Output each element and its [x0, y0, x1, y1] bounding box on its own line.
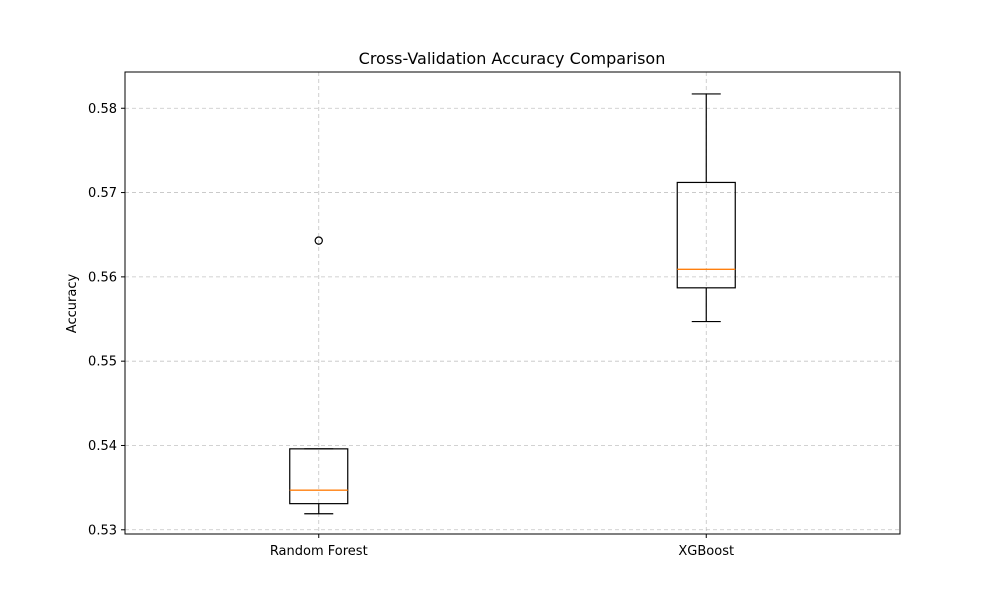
grid-layer [125, 72, 900, 534]
box-random-forest [289, 236, 349, 515]
y-tick-label: 0.55 [88, 355, 117, 370]
boxes-layer [289, 93, 736, 515]
y-axis-label: Accuracy [65, 274, 80, 334]
y-tick-label: 0.53 [88, 523, 117, 538]
iqr-box [289, 448, 349, 505]
chart-title: Cross-Validation Accuracy Comparison [359, 49, 666, 68]
y-tick-label: 0.56 [88, 270, 117, 285]
y-tick-label: 0.58 [88, 102, 117, 117]
x-tick-label: XGBoost [678, 544, 734, 559]
axis-layer: 0.53 0.54 0.55 0.56 0.57 0.58 Random Forest XGB… [88, 102, 734, 559]
x-tick-label: Random Forest [270, 544, 368, 559]
outlier-point [314, 236, 323, 245]
y-tick-label: 0.54 [88, 439, 117, 454]
plot-frame [124, 71, 901, 535]
y-tick-label: 0.57 [88, 186, 117, 201]
iqr-box [676, 181, 736, 289]
box-xgboost [676, 93, 736, 323]
